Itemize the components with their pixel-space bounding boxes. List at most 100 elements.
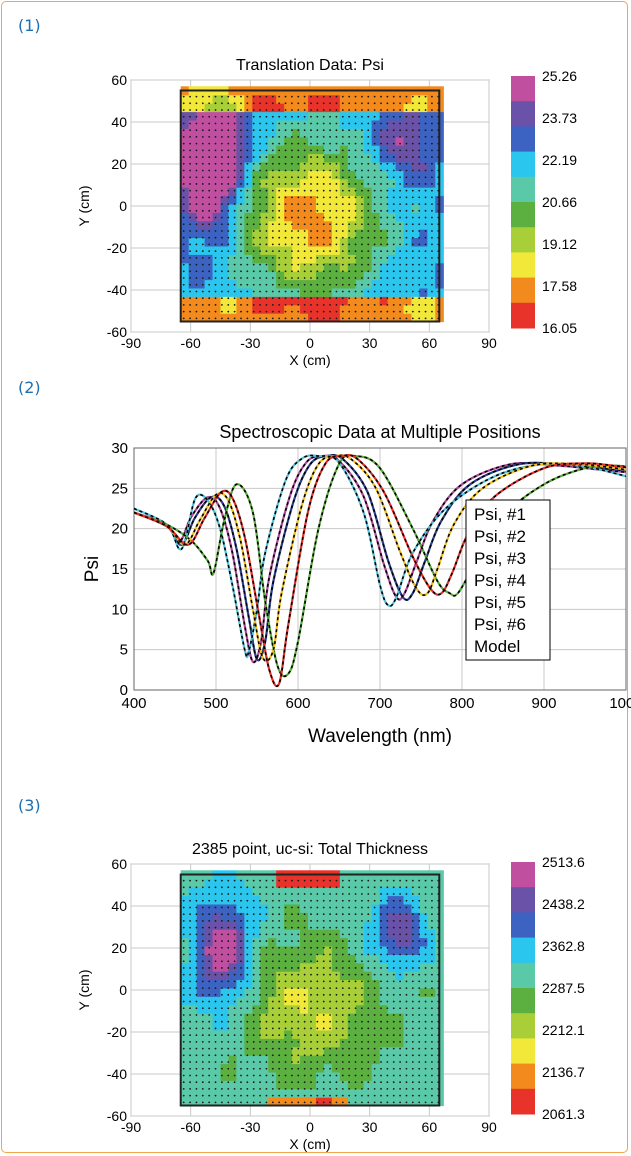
heatmap-cell [276,1055,285,1065]
heatmap-cell [228,279,238,289]
measurement-point [411,243,414,246]
heatmap-cell [403,103,413,113]
measurement-point [291,1061,293,1063]
heatmap-cell [371,195,381,205]
heatmap-cell [300,1013,309,1023]
measurement-point [291,1007,293,1010]
measurement-point [310,277,312,279]
heatmap-cell [427,945,436,955]
measurement-point [392,95,395,98]
measurement-point [411,960,414,963]
heatmap-cell [276,1013,285,1023]
heatmap-cell [252,929,261,939]
heatmap-cell [196,987,206,997]
measurement-point [195,1040,198,1043]
measurement-point [411,946,414,949]
measurement-point [259,95,261,98]
measurement-point [361,115,363,118]
measurement-point [329,250,331,253]
heatmap-cell [395,1080,405,1090]
measurement-point [418,223,421,226]
measurement-point [310,1054,312,1057]
measurement-point [252,1000,255,1003]
heatmap-cell [260,1038,269,1048]
heatmap-cell [260,1021,269,1031]
heatmap-cell [212,937,222,947]
measurement-point [380,183,382,185]
heatmap-cell [419,912,428,922]
heatmap-cell [244,170,253,180]
measurement-point [227,230,230,232]
measurement-point [380,310,382,313]
heatmap-cell [331,1080,341,1090]
heatmap-cell [315,220,325,230]
measurement-point [278,176,281,179]
measurement-point [380,1094,382,1097]
measurement-point [252,209,255,212]
heatmap-cell [395,237,405,247]
heatmap-cell [315,296,325,306]
measurement-point [392,1054,395,1057]
heatmap-cell [371,1046,381,1056]
heatmap-cell [252,94,261,104]
measurement-point [418,169,421,172]
measurement-point [361,142,363,145]
heatmap-cell [387,937,397,947]
measurement-point [297,115,300,118]
heatmap-cell [284,1080,293,1090]
heatmap-cell [188,1088,198,1098]
heatmap-cell [220,170,230,180]
heatmap-cell [284,937,293,947]
measurement-point [265,913,268,916]
sample-outline [179,873,441,1107]
measurement-point [322,1101,325,1104]
measurement-point [341,290,344,293]
measurement-point [233,906,236,909]
measurement-point [265,196,268,199]
heatmap-cell [315,929,325,939]
measurement-point [240,899,242,902]
measurement-point [182,196,185,199]
measurement-point [322,1088,325,1090]
heatmap-cell [363,903,373,913]
heatmap-cell [427,1013,436,1023]
heatmap-cell [252,103,261,113]
heatmap-cell [363,170,373,180]
measurement-point [373,1034,376,1037]
measurement-point [392,953,395,956]
measurement-point [271,169,274,172]
measurement-point [220,933,223,936]
heatmap-cell [284,962,293,972]
measurement-point [361,304,363,306]
measurement-point [348,223,351,226]
heatmap-cell [427,203,436,213]
measurement-point [361,980,363,983]
heatmap-cell [363,203,373,213]
heatmap-cell [284,94,293,104]
heatmap-cell [339,895,349,905]
measurement-point [201,879,204,882]
heatmap-cell [347,103,357,113]
measurement-point [405,109,408,111]
heatmap-cell [284,279,293,289]
heatmap-cell [371,296,381,306]
measurement-point [303,980,306,983]
measurement-point [316,277,319,279]
measurement-point [233,1040,236,1043]
heatmap-cell [180,1029,190,1039]
heatmap-cell [180,1088,190,1098]
heatmap-cell [260,195,269,205]
colorbar-swatch [511,988,535,1014]
heatmap-cell [268,1004,277,1014]
heatmap-cell [403,929,413,939]
measurement-point [182,136,185,138]
measurement-point [424,230,427,232]
measurement-point [227,1074,230,1077]
measurement-point [278,1101,281,1104]
heatmap-cell [355,903,365,913]
measurement-point [189,1020,191,1023]
heatmap-cell [260,170,269,180]
heatmap-cell [252,262,261,272]
measurement-point [310,926,312,929]
measurement-point [335,1020,338,1023]
